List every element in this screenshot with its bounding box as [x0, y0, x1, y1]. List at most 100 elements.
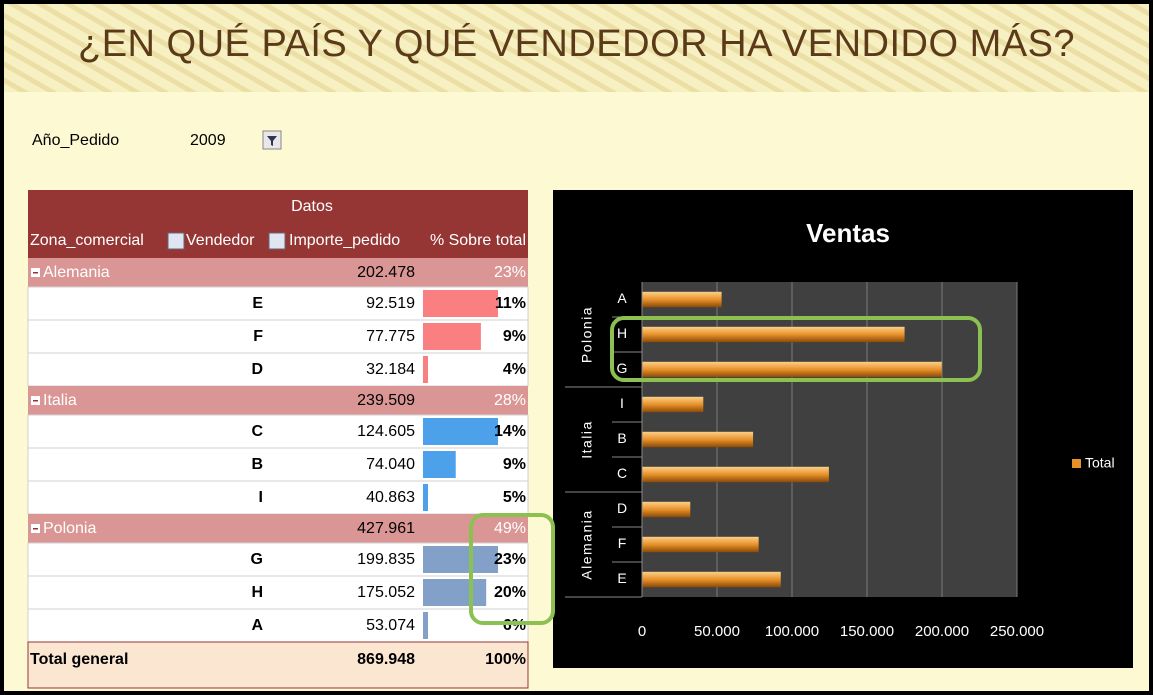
- category-label: E: [617, 570, 626, 586]
- importe: 175.052: [357, 584, 415, 601]
- legend-swatch: [1072, 459, 1081, 468]
- data-bar: [423, 356, 428, 383]
- group-pct: 49%: [494, 520, 526, 537]
- bar: [642, 291, 722, 308]
- group-label: Polonia: [579, 306, 595, 363]
- filter-value: 2009: [190, 132, 226, 149]
- importe: 124.605: [357, 423, 415, 440]
- collapse-icon-minus: [33, 400, 38, 402]
- bar: [642, 501, 691, 518]
- x-tick-label: 200.000: [915, 623, 969, 640]
- importe: 32.184: [366, 361, 415, 378]
- total-importe: 869.948: [357, 651, 415, 668]
- importe: 77.775: [366, 328, 415, 345]
- dropdown-button[interactable]: [268, 232, 286, 250]
- x-tick-label: 50.000: [694, 623, 740, 640]
- slide-title: ¿EN QUÉ PAÍS Y QUÉ VENDEDOR HA VENDIDO M…: [78, 22, 1075, 65]
- bar: [642, 536, 759, 553]
- x-tick-label: 250.000: [990, 623, 1044, 640]
- data-bar: [423, 612, 428, 639]
- group-label: Italia: [579, 420, 595, 459]
- group-importe: 202.478: [357, 264, 415, 281]
- bar: [642, 431, 754, 448]
- column-header: Importe_pedido: [289, 232, 400, 249]
- vendor: F: [253, 328, 263, 345]
- chart-title: Ventas: [806, 218, 890, 248]
- group-row: [28, 514, 528, 543]
- vendor: B: [251, 456, 263, 473]
- column-header: Zona_comercial: [30, 232, 144, 249]
- vendor: I: [259, 489, 263, 506]
- pct: 20%: [494, 584, 526, 601]
- bar: [642, 571, 781, 588]
- highlight: [610, 316, 982, 382]
- vendor: D: [251, 361, 263, 378]
- vendor: G: [251, 551, 263, 568]
- data-bar: [423, 484, 428, 511]
- pct: 14%: [494, 423, 526, 440]
- group-row: [28, 258, 528, 287]
- pct: 23%: [494, 551, 526, 568]
- data-bar: [423, 579, 487, 606]
- importe: 40.863: [366, 489, 415, 506]
- vendor: E: [252, 295, 263, 312]
- bar: [642, 326, 905, 343]
- vendor: A: [251, 617, 263, 634]
- importe: 92.519: [366, 295, 415, 312]
- filter-icon: [267, 136, 277, 146]
- pct: 9%: [503, 456, 526, 473]
- table-header-text: Datos: [291, 198, 333, 215]
- category-label: C: [617, 465, 627, 481]
- category-label: G: [617, 360, 628, 376]
- filter-label: Año_Pedido: [32, 132, 119, 149]
- group-importe: 239.509: [357, 392, 415, 409]
- x-tick-label: 100.000: [765, 623, 819, 640]
- data-bar: [423, 323, 481, 350]
- total-pct: 100%: [485, 651, 526, 668]
- vendor: H: [251, 584, 263, 601]
- data-row: [27, 352, 529, 387]
- category-label: H: [617, 325, 627, 341]
- data-row: [27, 480, 529, 515]
- bar: [642, 466, 829, 483]
- bar: [642, 396, 704, 413]
- data-bar: [423, 418, 498, 445]
- legend-entry: Total: [1085, 455, 1115, 471]
- group-importe: 427.961: [357, 520, 415, 537]
- pct: 9%: [503, 328, 526, 345]
- group-name: Polonia: [43, 520, 96, 537]
- x-tick-label: 0: [638, 623, 646, 640]
- title-band: [4, 4, 1149, 92]
- importe: 199.835: [357, 551, 415, 568]
- vendor: C: [251, 423, 263, 440]
- pct: 5%: [503, 489, 526, 506]
- group-pct: 23%: [494, 264, 526, 281]
- collapse-icon-minus: [33, 528, 38, 530]
- data-bar: [423, 290, 498, 317]
- importe: 53.074: [366, 617, 415, 634]
- total-label: Total general: [30, 651, 128, 668]
- group-label: Alemania: [579, 509, 595, 579]
- x-tick-label: 150.000: [840, 623, 894, 640]
- data-bar: [423, 451, 456, 478]
- group-name: Italia: [43, 392, 77, 409]
- total-row: [27, 641, 529, 689]
- bar: [642, 361, 942, 378]
- data-bar: [423, 546, 498, 573]
- group-pct: 28%: [494, 392, 526, 409]
- pct: 4%: [503, 361, 526, 378]
- group-name: Alemania: [43, 264, 110, 281]
- pct: 11%: [495, 295, 526, 312]
- category-label: D: [617, 500, 627, 516]
- category-label: A: [617, 290, 627, 306]
- category-label: I: [620, 395, 624, 411]
- column-header: Vendedor: [186, 232, 255, 249]
- highlight: [469, 513, 555, 625]
- collapse-icon-minus: [33, 272, 38, 274]
- dropdown-button[interactable]: [167, 232, 185, 250]
- group-row: [28, 386, 528, 415]
- pct: 6%: [503, 617, 526, 634]
- category-label: B: [617, 430, 626, 446]
- importe: 74.040: [366, 456, 415, 473]
